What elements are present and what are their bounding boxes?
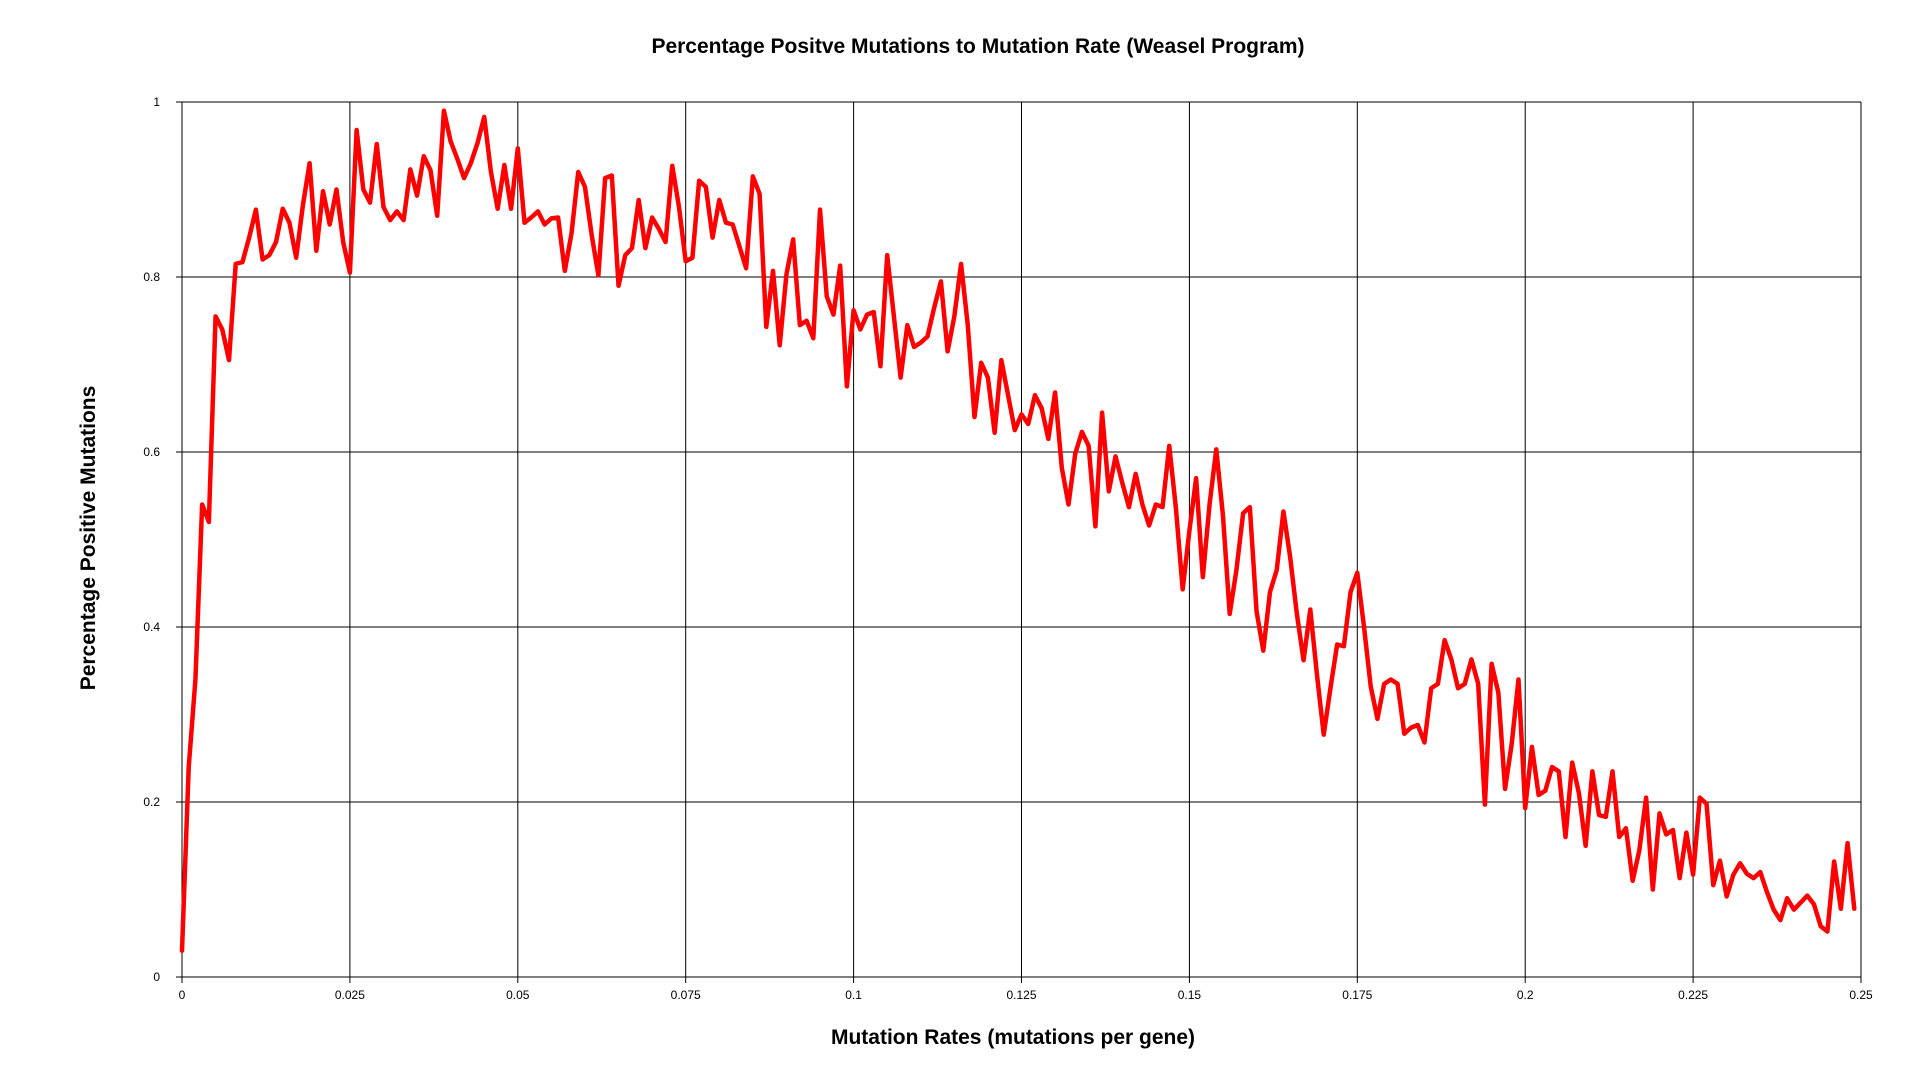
x-tick-label: 0 <box>179 988 186 1002</box>
x-tick-label: 0.125 <box>1006 988 1036 1002</box>
y-tick-label: 0 <box>153 970 160 984</box>
x-tick-label: 0.2 <box>1517 988 1534 1002</box>
x-tick-label: 0.15 <box>1178 988 1202 1002</box>
x-tick-label: 0.1 <box>845 988 862 1002</box>
x-tick-label: 0.25 <box>1849 988 1873 1002</box>
x-tick-label: 0.025 <box>335 988 365 1002</box>
y-tick-label: 0.2 <box>143 795 160 809</box>
grid <box>181 101 1862 978</box>
chart-title: Percentage Positve Mutations to Mutation… <box>651 35 1304 58</box>
y-axis-label: Percentage Positive Mutations <box>77 386 100 691</box>
series <box>179 108 1857 953</box>
x-axis-label: Mutation Rates (mutations per gene) <box>831 1026 1195 1049</box>
x-tick-label: 0.225 <box>1678 988 1708 1002</box>
y-tick-label: 0.6 <box>143 445 160 459</box>
x-tick-label: 0.075 <box>671 988 701 1002</box>
y-tick-label: 0.4 <box>143 620 160 634</box>
series-line <box>179 108 1857 953</box>
x-tick-label: 0.175 <box>1342 988 1372 1002</box>
x-axis-ticks: 0 0.025 0.05 0.075 0.1 0.125 0.15 0.175 0.2 0.225… <box>179 977 1873 1002</box>
y-axis-ticks: 0 0.2 0.4 0.6 0.8 1 <box>143 95 182 984</box>
y-tick-label: 1 <box>153 95 160 109</box>
y-tick-label: 0.8 <box>143 270 160 284</box>
x-tick-label: 0.05 <box>506 988 530 1002</box>
